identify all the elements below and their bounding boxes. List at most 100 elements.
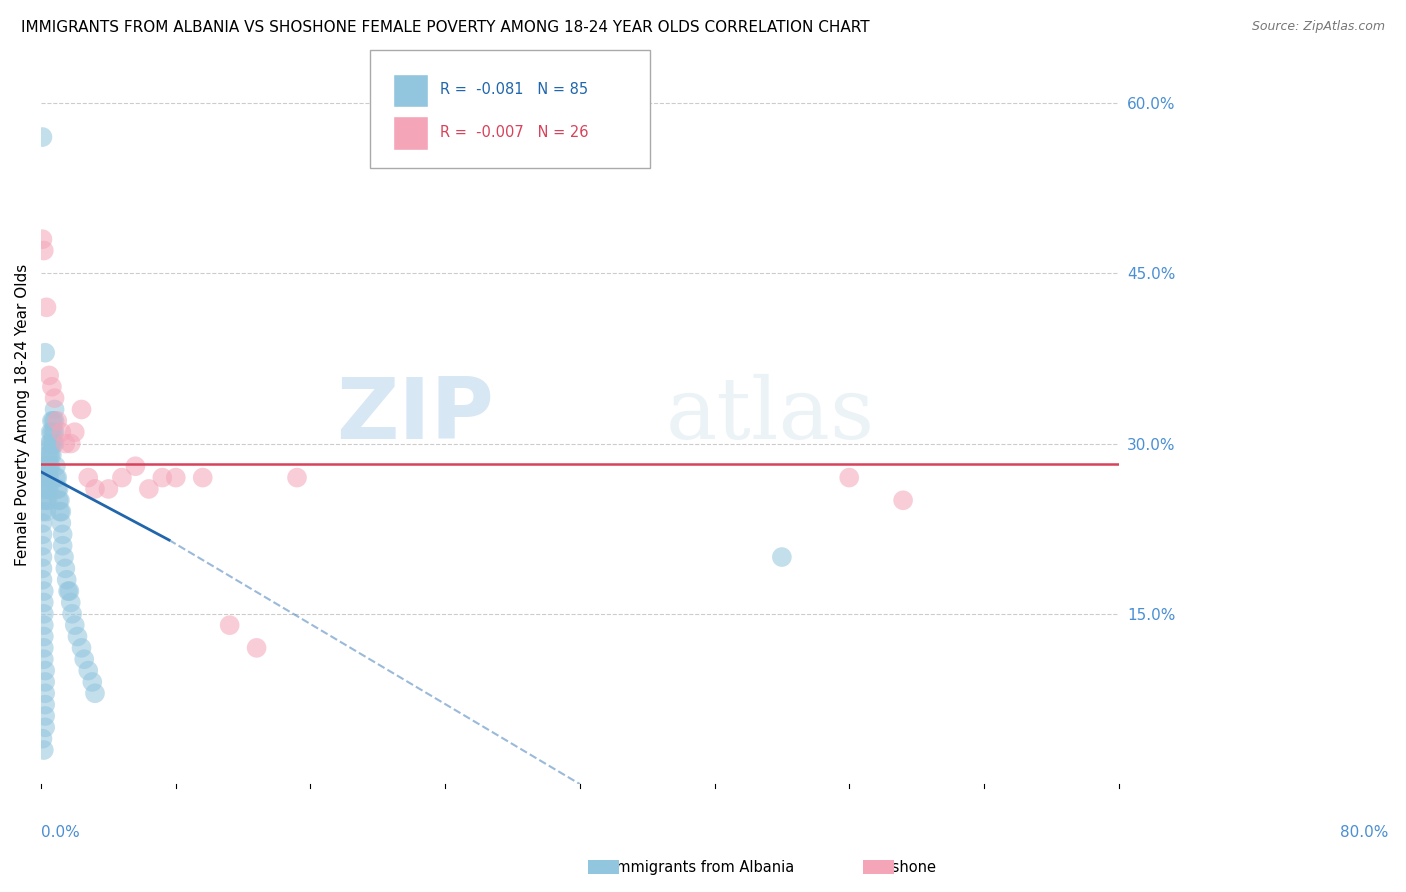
Point xyxy=(51,516,73,530)
Point xyxy=(51,505,73,519)
Point xyxy=(891,493,914,508)
Point xyxy=(41,448,63,462)
Point xyxy=(63,618,86,632)
Point xyxy=(38,368,60,383)
FancyBboxPatch shape xyxy=(394,116,427,150)
Point xyxy=(39,448,62,462)
Point xyxy=(37,493,59,508)
Point xyxy=(59,436,82,450)
Point xyxy=(838,470,860,484)
Point xyxy=(52,527,75,541)
Point xyxy=(97,482,120,496)
Point xyxy=(35,482,58,496)
Point xyxy=(44,402,66,417)
Point xyxy=(31,539,53,553)
Point xyxy=(39,425,62,440)
Point xyxy=(35,493,58,508)
Point xyxy=(52,539,75,553)
Point xyxy=(46,482,69,496)
Point xyxy=(39,459,62,474)
Point xyxy=(48,493,70,508)
Point xyxy=(73,652,96,666)
Point xyxy=(51,425,73,440)
Point xyxy=(32,607,55,621)
Point xyxy=(150,470,173,484)
Point xyxy=(32,630,55,644)
Point xyxy=(44,391,66,405)
Point xyxy=(34,674,56,689)
Point xyxy=(70,640,93,655)
Point xyxy=(37,482,59,496)
Point xyxy=(31,505,53,519)
Point xyxy=(44,414,66,428)
Point xyxy=(46,470,69,484)
Point xyxy=(32,244,55,258)
Text: R =  -0.007   N = 26: R = -0.007 N = 26 xyxy=(440,125,588,140)
Point xyxy=(34,698,56,712)
Point xyxy=(44,425,66,440)
Point xyxy=(70,402,93,417)
Point xyxy=(53,549,76,564)
Point xyxy=(31,549,53,564)
Point xyxy=(285,470,308,484)
Point xyxy=(34,720,56,734)
Point xyxy=(59,595,82,609)
FancyBboxPatch shape xyxy=(394,74,427,107)
Point xyxy=(77,664,100,678)
Point xyxy=(31,130,53,145)
Point xyxy=(32,595,55,609)
Text: Source: ZipAtlas.com: Source: ZipAtlas.com xyxy=(1251,20,1385,33)
Point xyxy=(31,493,53,508)
Point xyxy=(49,505,72,519)
Point xyxy=(31,232,53,246)
Point xyxy=(48,482,70,496)
Point xyxy=(35,470,58,484)
Point xyxy=(82,674,104,689)
Point xyxy=(32,652,55,666)
Point xyxy=(38,436,60,450)
Point xyxy=(246,640,269,655)
Point xyxy=(49,493,72,508)
Point xyxy=(35,505,58,519)
Point xyxy=(31,561,53,575)
Text: Shoshone: Shoshone xyxy=(863,860,936,874)
Point xyxy=(32,640,55,655)
Y-axis label: Female Poverty Among 18-24 Year Olds: Female Poverty Among 18-24 Year Olds xyxy=(15,264,30,566)
Point xyxy=(66,630,89,644)
Point xyxy=(63,425,86,440)
Point xyxy=(55,573,77,587)
Point xyxy=(770,549,793,564)
Point xyxy=(38,470,60,484)
Point xyxy=(31,527,53,541)
Point xyxy=(165,470,187,484)
Point xyxy=(218,618,240,632)
Point xyxy=(37,459,59,474)
Text: atlas: atlas xyxy=(666,374,875,457)
Point xyxy=(35,301,58,315)
Point xyxy=(34,664,56,678)
Point xyxy=(31,459,53,474)
Point xyxy=(42,436,65,450)
Point xyxy=(138,482,160,496)
Point xyxy=(31,470,53,484)
Point xyxy=(38,448,60,462)
Point xyxy=(32,584,55,599)
Text: R =  -0.081   N = 85: R = -0.081 N = 85 xyxy=(440,82,588,97)
Point xyxy=(56,584,79,599)
Point xyxy=(60,607,83,621)
Point xyxy=(58,584,80,599)
Point xyxy=(84,482,107,496)
Point xyxy=(41,425,63,440)
Point xyxy=(44,436,66,450)
Point xyxy=(38,459,60,474)
Point xyxy=(37,470,59,484)
Point xyxy=(32,743,55,757)
Text: IMMIGRANTS FROM ALBANIA VS SHOSHONE FEMALE POVERTY AMONG 18-24 YEAR OLDS CORRELA: IMMIGRANTS FROM ALBANIA VS SHOSHONE FEMA… xyxy=(21,20,870,35)
Point xyxy=(42,414,65,428)
Point xyxy=(34,686,56,700)
Point xyxy=(39,436,62,450)
Point xyxy=(31,731,53,746)
Point xyxy=(34,345,56,359)
Point xyxy=(46,414,69,428)
Point xyxy=(45,470,67,484)
